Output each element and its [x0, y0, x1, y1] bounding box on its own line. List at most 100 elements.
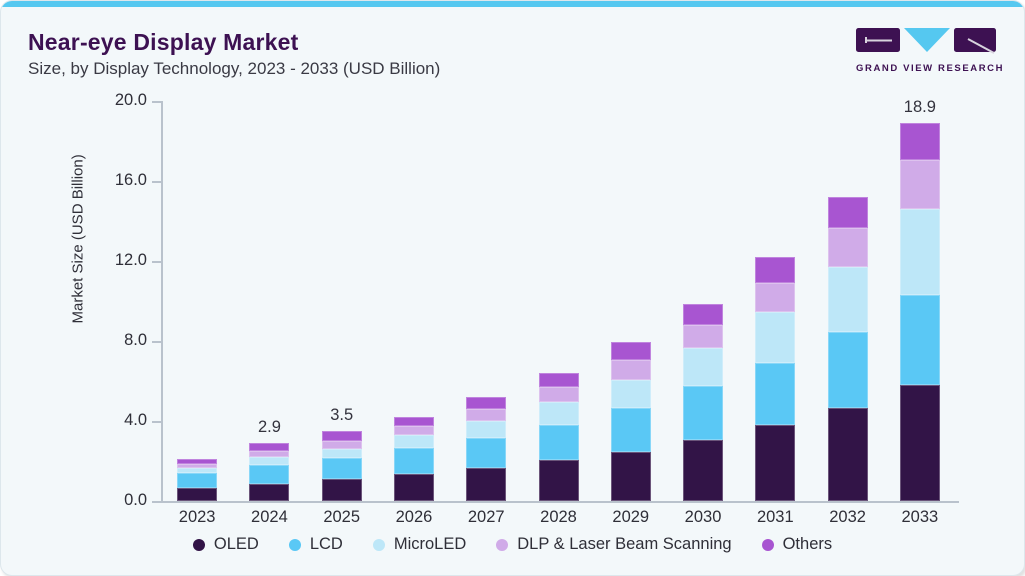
- legend-item-label: MicroLED: [393, 535, 467, 553]
- bar-total-label: 2.9: [257, 418, 281, 436]
- page-title: Near-eye Display Market: [28, 29, 299, 55]
- bar-total-label: 18.9: [903, 98, 936, 116]
- bar-segment: [466, 409, 507, 421]
- legend-item: LCD: [288, 535, 343, 554]
- legend-item: OLED: [192, 535, 259, 554]
- x-tick-label: 2025: [323, 508, 361, 526]
- bar-segment: [755, 283, 796, 312]
- y-axis: [161, 101, 163, 502]
- y-tick-label: 4.0: [124, 411, 147, 429]
- legend-dot-icon: [761, 538, 774, 551]
- bar-segment: [249, 457, 290, 465]
- x-tick-label: 2024: [251, 508, 288, 526]
- bar-segment: [755, 312, 796, 363]
- bar-segment: [610, 360, 651, 380]
- bar-segment: [249, 451, 290, 457]
- bar-segment: [683, 348, 724, 386]
- bar-segment: [538, 402, 579, 425]
- bar-segment: [538, 373, 579, 387]
- bar-segment: [683, 440, 724, 501]
- bar-segment: [899, 123, 940, 160]
- bar-segment: [755, 363, 796, 425]
- y-tick-mark: [152, 501, 161, 503]
- bar-segment: [321, 458, 362, 479]
- bar-segment: [249, 465, 290, 484]
- bar-segment: [393, 474, 434, 501]
- bar-segment: [755, 257, 796, 283]
- y-tick-label: 12.0: [114, 251, 147, 269]
- bar-segment: [827, 332, 868, 408]
- bar-segment: [177, 473, 218, 488]
- bar-segment: [827, 408, 868, 501]
- legend-item-label: Others: [782, 535, 833, 553]
- bar-segment: [466, 438, 507, 468]
- y-tick-label: 0.0: [124, 491, 147, 509]
- y-tick-mark: [152, 261, 161, 263]
- bar-segment: [321, 431, 362, 441]
- y-axis-title: Market Size (USD Billion): [69, 154, 87, 324]
- legend-dot-icon: [372, 538, 385, 551]
- x-tick-label: 2033: [901, 508, 939, 526]
- page-subtitle: Size, by Display Technology, 2023 - 2033…: [28, 59, 441, 78]
- bar-segment: [321, 449, 362, 458]
- legend-item: Others: [761, 535, 833, 554]
- logo-r-block-icon: [954, 28, 996, 52]
- logo-r-glyph-icon: [967, 38, 995, 54]
- bar-segment: [899, 295, 940, 385]
- bar-segment: [683, 304, 724, 325]
- bar-segment: [827, 228, 868, 267]
- legend-dot-icon: [288, 538, 301, 551]
- bar-segment: [466, 468, 507, 501]
- bar-segment: [899, 385, 940, 501]
- x-tick-label: 2032: [829, 508, 866, 526]
- y-tick-mark: [152, 341, 161, 343]
- x-tick-label: 2028: [540, 508, 577, 526]
- y-tick-label: 8.0: [124, 331, 147, 349]
- x-tick-label: 2030: [684, 508, 722, 526]
- bar-segment: [899, 209, 940, 295]
- bar-segment: [466, 421, 507, 438]
- bar-segment: [538, 460, 579, 501]
- bar-total-label: 3.5: [330, 406, 354, 424]
- bar-segment: [321, 479, 362, 501]
- bar-segment: [610, 452, 651, 501]
- legend-dot-icon: [496, 538, 509, 551]
- logo-v-triangle-icon: [904, 28, 950, 52]
- bar-segment: [249, 484, 290, 501]
- x-tick-label: 2031: [756, 508, 794, 526]
- bar-segment: [393, 417, 434, 426]
- x-tick-label: 2029: [612, 508, 650, 526]
- y-tick-label: 16.0: [114, 171, 147, 189]
- bar-segment: [177, 468, 218, 473]
- x-tick-label: 2026: [395, 508, 433, 526]
- bar-segment: [610, 408, 651, 452]
- bar-segment: [321, 441, 362, 449]
- legend-item: MicroLED: [372, 535, 467, 554]
- bar-segment: [393, 435, 434, 448]
- bar-segment: [466, 397, 507, 409]
- logo-g-glyph-icon: [865, 37, 892, 43]
- bar-segment: [249, 443, 290, 451]
- bar-segment: [538, 425, 579, 460]
- bar-segment: [538, 387, 579, 402]
- y-tick-mark: [152, 101, 161, 103]
- bar-segment: [393, 426, 434, 435]
- bar-segment: [610, 380, 651, 408]
- bar-segment: [683, 325, 724, 348]
- bar-segment: [610, 342, 651, 360]
- legend-item-label: LCD: [309, 535, 343, 553]
- bar-segment: [177, 464, 218, 468]
- x-tick-label: 2027: [467, 508, 505, 526]
- y-tick-mark: [152, 421, 161, 423]
- x-tick-label: 2023: [178, 508, 216, 526]
- legend-dot-icon: [192, 538, 205, 551]
- gvr-logo-mark: [856, 28, 996, 54]
- gvr-logo: GRAND VIEW RESEARCH: [856, 28, 1003, 74]
- bar-segment: [683, 386, 724, 440]
- legend-item: DLP & Laser Beam Scanning: [496, 535, 732, 554]
- bar-segment: [755, 425, 796, 501]
- y-tick-mark: [152, 181, 161, 183]
- bar-segment: [827, 197, 868, 228]
